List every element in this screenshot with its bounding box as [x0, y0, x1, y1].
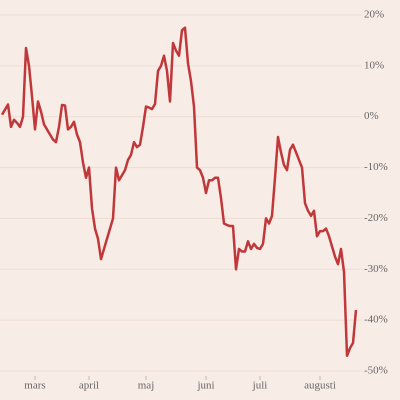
y-tick-label: -20% [364, 212, 388, 224]
x-tick-label: augusti [304, 380, 336, 392]
y-tick-label: -10% [364, 161, 388, 173]
x-tick-label: april [79, 380, 99, 392]
y-tick-label: -30% [364, 263, 388, 275]
y-tick-label: -40% [364, 314, 388, 326]
x-tick-label: mars [24, 380, 45, 392]
x-tick-label: juni [196, 380, 214, 392]
y-tick-label: -50% [364, 365, 388, 377]
x-tick-label: juli [252, 380, 268, 392]
line [0, 26, 358, 357]
y-tick-label: 20% [364, 9, 384, 21]
y-tick-label: 10% [364, 59, 384, 71]
y-tick-label: 0% [364, 110, 379, 122]
x-tick-label: maj [138, 380, 155, 392]
